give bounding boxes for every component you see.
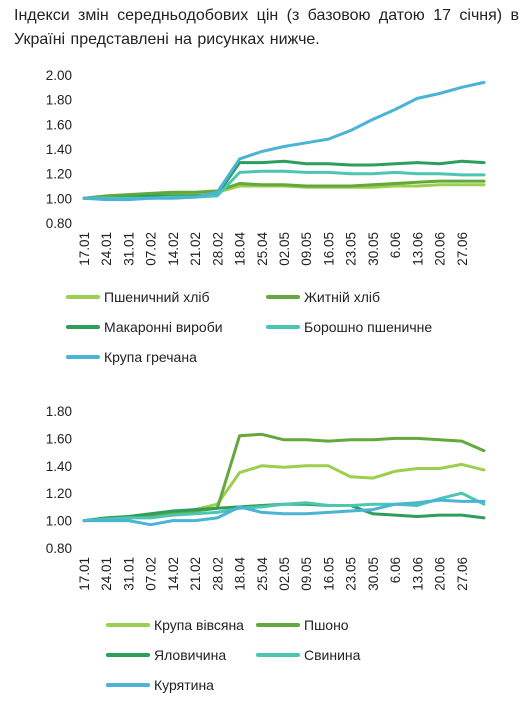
y-tick-label: 0.80 bbox=[46, 541, 72, 556]
x-tick-label: 6.06 bbox=[388, 232, 403, 258]
x-tick-label: 28.02 bbox=[210, 557, 225, 591]
series-lines bbox=[82, 432, 486, 527]
legend-label: Макаронні вироби bbox=[104, 319, 223, 335]
y-tick-label: 1.40 bbox=[46, 142, 72, 157]
legend-item: Крупа вівсяна bbox=[106, 617, 244, 633]
x-tick-label: 23.05 bbox=[344, 557, 359, 591]
x-tick-label: 07.02 bbox=[144, 232, 159, 266]
legend-label: Свинина bbox=[304, 647, 361, 663]
x-tick-label: 02.05 bbox=[277, 232, 292, 266]
legend-label: Пшеничний хліб bbox=[104, 289, 210, 305]
y-tick-label: 1.80 bbox=[46, 93, 72, 108]
x-tick-label: 16.05 bbox=[321, 232, 336, 266]
x-tick-label: 21.02 bbox=[188, 232, 203, 266]
series-line-2 bbox=[82, 432, 486, 523]
series-line-2 bbox=[82, 179, 486, 200]
legend-item: Житній хліб bbox=[266, 289, 380, 305]
x-tick-label: 14.02 bbox=[166, 232, 181, 266]
x-tick-label: 17.01 bbox=[77, 557, 92, 591]
legend-item: Крупа гречана bbox=[66, 349, 197, 365]
legend-item: Яловичина bbox=[106, 647, 226, 663]
legend-label: Курятина bbox=[154, 677, 214, 693]
y-tick-label: 1.20 bbox=[46, 167, 72, 182]
legend-item: Свинина bbox=[256, 647, 361, 663]
legend: Пшеничний хліб Житній хліб Макаронні вироб… bbox=[66, 289, 432, 365]
x-axis: 17.01 24.01 31.01 07.02 14.02 21.02 28.02 18.04… bbox=[77, 232, 470, 266]
x-tick-label: 21.02 bbox=[188, 557, 203, 591]
y-tick-label: 1.20 bbox=[46, 486, 72, 501]
y-tick-label: 1.00 bbox=[46, 514, 72, 529]
series-lines bbox=[82, 80, 486, 202]
series-line-5 bbox=[82, 498, 486, 527]
legend-label: Крупа вівсяна bbox=[154, 617, 244, 633]
x-tick-label: 18.04 bbox=[233, 557, 248, 591]
series-line-5 bbox=[82, 80, 486, 202]
x-tick-label: 30.05 bbox=[366, 557, 381, 591]
legend-item: Пшеничний хліб bbox=[66, 289, 210, 305]
legend-label: Житній хліб bbox=[304, 289, 380, 305]
x-tick-label: 30.05 bbox=[366, 232, 381, 266]
x-tick-label: 17.01 bbox=[77, 232, 92, 266]
intro-paragraph: Індекси змін середньодобових цін (з базо… bbox=[14, 7, 519, 48]
y-tick-label: 1.40 bbox=[46, 459, 72, 474]
x-tick-label: 14.02 bbox=[166, 557, 181, 591]
x-tick-label: 13.06 bbox=[410, 557, 425, 591]
legend-item: Макаронні вироби bbox=[66, 319, 223, 335]
x-tick-label: 07.02 bbox=[144, 557, 159, 591]
x-tick-label: 25.04 bbox=[255, 232, 270, 266]
x-tick-label: 13.06 bbox=[410, 232, 425, 266]
x-tick-label: 09.05 bbox=[299, 557, 314, 591]
legend-item: Курятина bbox=[106, 677, 214, 693]
price-index-chart-cereals-meat: 0.80 1.00 1.20 1.40 1.60 1.80 17.01 24.01 31.01 0… bbox=[46, 404, 486, 693]
x-tick-label: 27.06 bbox=[455, 557, 470, 591]
x-tick-label: 6.06 bbox=[388, 557, 403, 583]
x-tick-label: 27.06 bbox=[455, 232, 470, 266]
x-tick-label: 18.04 bbox=[233, 232, 248, 266]
x-tick-label: 28.02 bbox=[210, 232, 225, 266]
x-tick-label: 24.01 bbox=[99, 557, 114, 591]
x-tick-label: 20.06 bbox=[433, 557, 448, 591]
legend-item: Борошно пшеничне bbox=[266, 319, 432, 335]
x-tick-label: 20.06 bbox=[433, 232, 448, 266]
y-axis: 0.80 1.00 1.20 1.40 1.60 1.80 2.00 bbox=[46, 68, 72, 231]
legend-item: Пшоно bbox=[256, 617, 349, 633]
legend-label: Яловичина bbox=[154, 647, 226, 663]
x-tick-label: 23.05 bbox=[344, 232, 359, 266]
legend: Крупа вівсяна Пшоно Яловичина Свинина Куряти… bbox=[106, 617, 361, 693]
y-tick-label: 2.00 bbox=[46, 68, 72, 83]
x-tick-label: 02.05 bbox=[277, 557, 292, 591]
x-tick-label: 24.01 bbox=[99, 232, 114, 266]
x-tick-label: 25.04 bbox=[255, 557, 270, 591]
legend-label: Пшоно bbox=[304, 617, 349, 633]
legend-label: Борошно пшеничне bbox=[304, 319, 432, 335]
x-tick-label: 31.01 bbox=[121, 557, 136, 591]
x-tick-label: 31.01 bbox=[121, 232, 136, 266]
y-tick-label: 1.80 bbox=[46, 404, 72, 419]
y-tick-label: 1.60 bbox=[46, 117, 72, 132]
series-line-4 bbox=[82, 491, 486, 523]
y-tick-label: 0.80 bbox=[46, 216, 72, 231]
y-axis: 0.80 1.00 1.20 1.40 1.60 1.80 bbox=[46, 404, 72, 556]
series-line-3 bbox=[82, 159, 486, 200]
x-tick-label: 16.05 bbox=[321, 557, 336, 591]
x-tick-label: 09.05 bbox=[299, 232, 314, 266]
series-line-1 bbox=[82, 462, 486, 523]
y-tick-label: 1.00 bbox=[46, 191, 72, 206]
price-index-chart-grains: 0.80 1.00 1.20 1.40 1.60 1.80 2.00 17.01 24.01 31… bbox=[46, 68, 486, 365]
x-axis: 17.01 24.01 31.01 07.02 14.02 21.02 28.02 18.04… bbox=[77, 557, 470, 591]
legend-label: Крупа гречана bbox=[104, 349, 197, 365]
y-tick-label: 1.60 bbox=[46, 431, 72, 446]
